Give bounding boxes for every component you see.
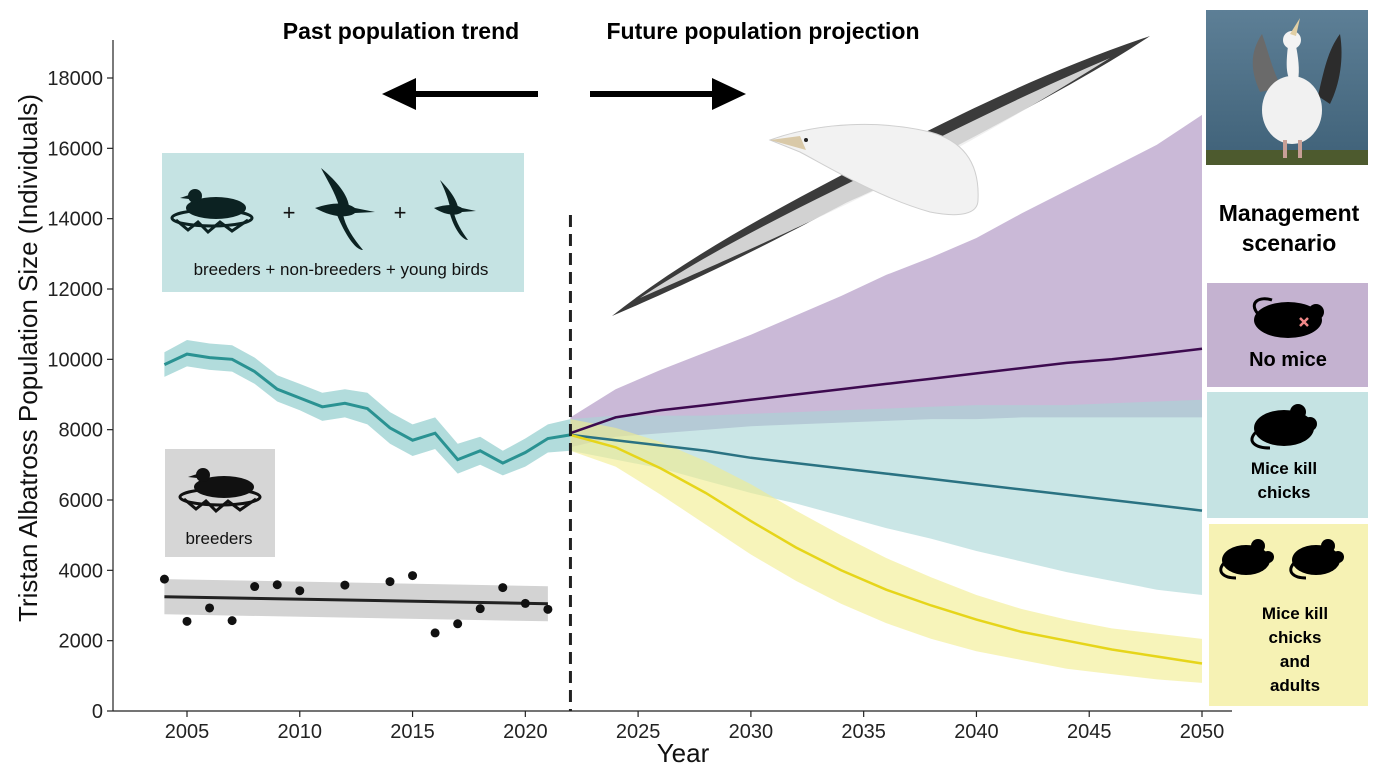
y-tick-label: 4000 xyxy=(59,560,104,582)
x-tick-label: 2020 xyxy=(503,721,548,743)
breeders-nest-icon xyxy=(178,468,262,514)
plus-sign-2: + xyxy=(394,200,407,225)
breeders-point xyxy=(453,619,463,629)
past-arrow xyxy=(382,78,538,110)
legend-entry-no-mice: No mice xyxy=(1207,283,1368,387)
y-tick-label: 2000 xyxy=(59,631,104,653)
y-axis-title: Tristan Albatross Population Size (Indiv… xyxy=(13,94,43,622)
y-tick-label: 16000 xyxy=(47,138,103,160)
line-no-mice xyxy=(569,347,1203,435)
y-tick-label: 14000 xyxy=(47,209,103,231)
breeders-point xyxy=(520,598,530,608)
breeders-point xyxy=(408,571,418,581)
x-tick-label: 2005 xyxy=(165,721,210,743)
x-tick-label: 2045 xyxy=(1067,721,1112,743)
mouse-icon xyxy=(1250,404,1317,450)
breeders-point xyxy=(272,580,282,590)
legend-label-mice-kill-chicks-2: chicks xyxy=(1258,483,1311,502)
breeders-point xyxy=(340,580,350,590)
y-tick-label: 10000 xyxy=(47,349,103,371)
x-axis-title: Year xyxy=(657,738,710,768)
breeders-point xyxy=(543,604,553,614)
mouse-icon-1 xyxy=(1219,539,1274,580)
x-tick-label: 2040 xyxy=(954,721,999,743)
mouse-icon-2 xyxy=(1289,539,1344,580)
band-no-mice xyxy=(570,114,1202,448)
breeders-box: breeders xyxy=(165,449,275,557)
past-trend-header: Past population trend xyxy=(283,18,519,44)
total-population-box: + + breeders + non-breeders + young bird… xyxy=(162,153,524,292)
future-arrow xyxy=(590,78,746,110)
y-tick-label: 8000 xyxy=(59,420,104,442)
breeders-point xyxy=(159,574,169,584)
breeders-point xyxy=(498,583,508,593)
x-tick-label: 2025 xyxy=(616,721,661,743)
legend-entry-mice-kill-chicks: Mice kill chicks xyxy=(1207,392,1368,518)
x-tick-label: 2015 xyxy=(390,721,435,743)
legend-label-mice-kill-adults-1: Mice kill xyxy=(1262,604,1328,623)
legend-label-no-mice: No mice xyxy=(1249,349,1327,371)
legend-label-mice-kill-chicks-1: Mice kill xyxy=(1251,459,1317,478)
y-tick-label: 18000 xyxy=(47,68,103,90)
y-tick-label: 0 xyxy=(92,701,103,723)
line-mice-kill-chicks-and-adults xyxy=(570,433,1203,665)
x-tick-label: 2010 xyxy=(278,721,323,743)
breeder-nest-icon xyxy=(170,189,254,235)
y-tick-label: 6000 xyxy=(59,490,104,512)
legend-label-mice-kill-adults-3: and xyxy=(1280,652,1310,671)
dead-mouse-icon xyxy=(1252,297,1324,338)
breeders-point xyxy=(295,586,305,596)
breeders-point xyxy=(475,604,485,614)
legend-title-line2: scenario xyxy=(1242,230,1337,256)
breeders-point xyxy=(227,616,237,626)
line-total-population xyxy=(163,352,571,465)
breeders-label: breeders xyxy=(185,529,252,548)
flying-albatross-image xyxy=(612,36,1150,316)
legend-label-mice-kill-adults-2: chicks xyxy=(1269,628,1322,647)
y-tick-label: 12000 xyxy=(47,279,103,301)
x-tick-label: 2035 xyxy=(841,721,886,743)
breeders-point xyxy=(430,628,440,638)
x-tick-label: 2050 xyxy=(1180,721,1225,743)
series-lines xyxy=(159,347,1203,665)
line-mice-kill-chicks xyxy=(570,433,1203,512)
standing-albatross-photo xyxy=(1206,10,1368,165)
legend-title-line1: Management xyxy=(1219,200,1360,226)
breeders-point xyxy=(385,577,395,587)
breeders-point xyxy=(182,616,192,626)
breeders-point xyxy=(250,582,260,592)
y-axis-ticks: 0 2000 4000 6000 8000 10000 12000 14000 16000 180… xyxy=(47,68,113,723)
non-breeder-bird-icon xyxy=(315,168,375,250)
future-projection-header: Future population projection xyxy=(606,18,919,44)
total-population-label: breeders + non-breeders + young birds xyxy=(194,260,489,279)
line-breeders-trend xyxy=(164,595,548,606)
band-mice-kill-chicks xyxy=(570,399,1202,595)
x-tick-label: 2030 xyxy=(729,721,774,743)
legend-entry-mice-kill-chicks-and-adults: Mice kill chicks and adults xyxy=(1209,524,1368,706)
legend: Management scenario No mice Mice kill ch… xyxy=(1207,200,1368,706)
x-axis-ticks: 2005 2010 2015 2020 2025 2030 2035 2040 2045 2050 xyxy=(165,711,1225,743)
legend-label-mice-kill-adults-4: adults xyxy=(1270,676,1320,695)
young-bird-icon xyxy=(434,180,476,240)
plus-sign-1: + xyxy=(283,200,296,225)
breeders-point xyxy=(205,603,215,613)
band-mice-kill-chicks-and-adults xyxy=(570,419,1202,683)
